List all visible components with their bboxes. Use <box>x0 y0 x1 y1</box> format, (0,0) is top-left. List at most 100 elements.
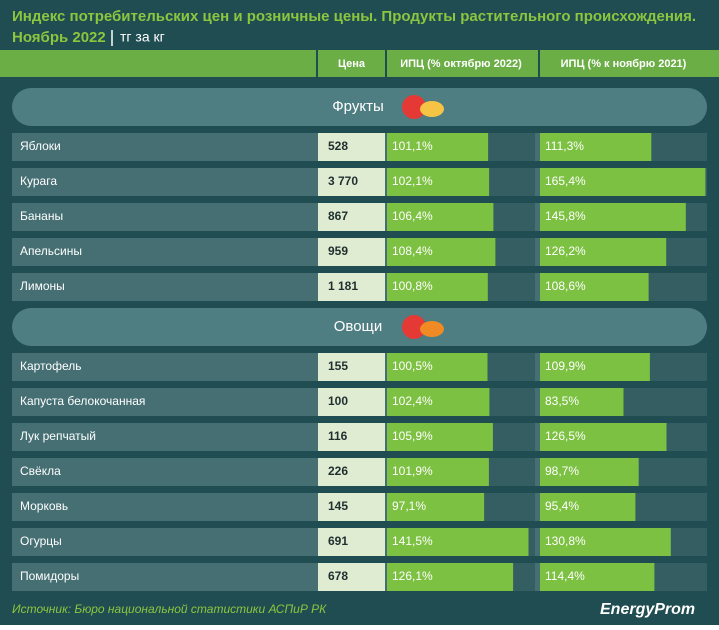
bar <box>387 388 490 416</box>
bar-label: 126,1% <box>392 569 433 583</box>
bar <box>540 423 667 451</box>
row-name: Морковь <box>20 499 68 513</box>
bar-label: 126,5% <box>545 429 586 443</box>
bar-label: 102,4% <box>392 394 433 408</box>
group-name: Фрукты <box>332 98 383 115</box>
icon <box>402 95 426 119</box>
price: 100 <box>328 394 348 408</box>
bar-label: 101,9% <box>392 464 433 478</box>
bar-label: 97,1% <box>392 499 426 513</box>
price: 678 <box>328 569 348 583</box>
price-cell <box>318 203 385 231</box>
row-name: Помидоры <box>20 569 79 583</box>
price-cell <box>318 388 385 416</box>
bar <box>387 273 488 301</box>
row-name: Капуста белокочанная <box>20 394 145 408</box>
bar-label: 102,1% <box>392 174 433 188</box>
bar <box>540 353 650 381</box>
bar <box>387 133 489 161</box>
row-name: Курага <box>20 174 57 188</box>
bar-label: 106,4% <box>392 209 433 223</box>
bar <box>387 458 489 486</box>
bar-label: 101,1% <box>392 139 433 153</box>
bar-label: 145,8% <box>545 209 586 223</box>
bar <box>540 458 639 486</box>
bar-label: 95,4% <box>545 499 579 513</box>
row-name: Свёкла <box>20 464 61 478</box>
price: 959 <box>328 244 348 258</box>
bar-label: 108,4% <box>392 244 433 258</box>
bar <box>387 493 485 521</box>
column-header: ИПЦ (% октябрю 2022) <box>400 58 522 70</box>
bar-label: 114,4% <box>545 569 585 583</box>
title: Индекс потребительских цен и розничные ц… <box>12 8 696 25</box>
bar-label: 109,9% <box>545 359 586 373</box>
column-header: ИПЦ (% к ноябрю 2021) <box>561 58 687 70</box>
price-cell <box>318 423 385 451</box>
bar <box>387 423 493 451</box>
price: 867 <box>328 209 348 223</box>
row-name: Картофель <box>20 359 82 373</box>
bar-label: 98,7% <box>545 464 579 478</box>
bar <box>540 203 686 231</box>
row-name: Бананы <box>20 209 63 223</box>
bar-label: 165,4% <box>545 174 586 188</box>
group-name: Овощи <box>334 318 383 335</box>
bar-label: 141,5% <box>392 534 433 548</box>
bar-label: 83,5% <box>545 394 579 408</box>
bar-label: 111,3% <box>545 139 584 153</box>
group-header <box>12 88 707 126</box>
row-name: Яблоки <box>20 139 61 153</box>
price-cell <box>318 168 385 196</box>
row-name: Лимоны <box>20 279 65 293</box>
bar-label: 100,5% <box>392 359 433 373</box>
bar-label: 130,8% <box>545 534 586 548</box>
bar <box>540 493 636 521</box>
price-cell <box>318 273 385 301</box>
column-header: Цена <box>338 58 366 70</box>
bar <box>387 563 514 591</box>
price: 528 <box>328 139 348 153</box>
price-cell <box>318 563 385 591</box>
period: Ноябрь 2022 <box>12 29 106 46</box>
bar-label: 126,2% <box>545 244 586 258</box>
price: 691 <box>328 534 348 548</box>
bar-label: 105,9% <box>392 429 433 443</box>
price: 226 <box>328 464 348 478</box>
price-cell <box>318 493 385 521</box>
bar <box>540 388 624 416</box>
icon <box>402 315 426 339</box>
bar <box>387 353 488 381</box>
price: 3 770 <box>328 174 358 188</box>
price: 155 <box>328 359 348 373</box>
price-cell <box>318 528 385 556</box>
row-name: Лук репчатый <box>20 429 96 443</box>
bar <box>387 238 496 266</box>
source: Источник: Бюро национальной статистики А… <box>12 602 327 616</box>
bar-label: 108,6% <box>545 279 586 293</box>
price-cell <box>318 133 385 161</box>
bar <box>387 203 494 231</box>
icon <box>420 321 444 337</box>
bar <box>540 168 706 196</box>
price: 116 <box>328 429 348 443</box>
logo: EnergyProm <box>600 601 695 618</box>
bar <box>387 528 529 556</box>
bar <box>540 563 655 591</box>
price: 1 181 <box>328 279 358 293</box>
unit: тг за кг <box>120 29 165 45</box>
row-name: Апельсины <box>20 244 82 258</box>
price-cell <box>318 353 385 381</box>
bar <box>540 273 649 301</box>
bar <box>387 168 490 196</box>
price: 145 <box>328 499 348 513</box>
price-cell <box>318 238 385 266</box>
bar-label: 100,8% <box>392 279 433 293</box>
group-header <box>12 308 707 346</box>
row-name: Огурцы <box>20 534 62 548</box>
price-cell <box>318 458 385 486</box>
header-row <box>0 50 719 77</box>
bar <box>540 133 652 161</box>
icon <box>420 101 444 117</box>
